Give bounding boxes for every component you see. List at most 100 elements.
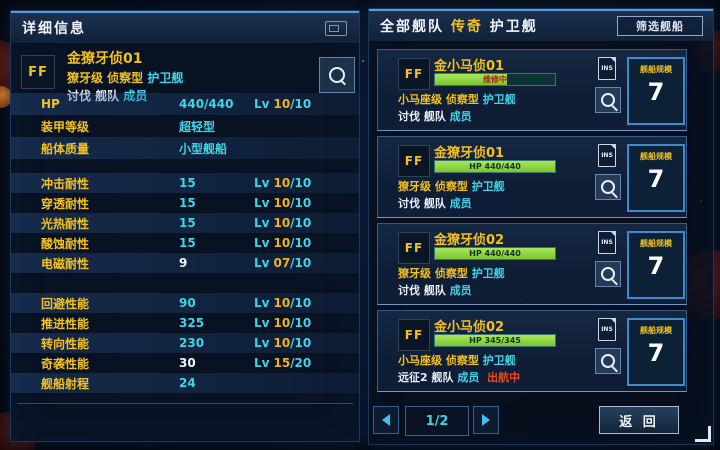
detail-panel-title: 详细信息 — [22, 21, 86, 37]
hp-bar-text: 维修中 — [483, 75, 507, 84]
ship-scale-box: 舰船规模 7 — [627, 144, 685, 212]
inspect-ship-button[interactable] — [595, 261, 621, 287]
chevron-right-icon — [482, 414, 490, 426]
ins-doc-icon[interactable]: INS — [598, 144, 616, 167]
search-icon — [601, 267, 615, 281]
stat-row-ambush: 奇袭性能 30 Lv 15/20 — [41, 356, 312, 371]
ship-scale-value: 7 — [647, 339, 665, 367]
stat-row-em: 电磁耐性 9 Lv 07/10 — [11, 253, 359, 273]
ship-fleet-line: 讨伐 舰队 成员 — [67, 87, 147, 104]
ship-name: 金小马侦02 — [434, 320, 505, 335]
ship-status: 出航中 — [487, 371, 521, 384]
ship-scale-label: 舰船规模 — [640, 326, 672, 335]
fleet-panel-title: 全部舰队 传奇 护卫舰 — [369, 16, 538, 36]
fleet-panel-header: 全部舰队 传奇 护卫舰 筛选舰船 — [369, 9, 713, 41]
ins-doc-icon[interactable]: INS — [598, 318, 616, 341]
fleet-member-text: 成员 — [123, 89, 147, 103]
ship-card[interactable]: FF 金獠牙侦01 HP 440/440 獠牙级 侦察型 护卫舰 讨伐 舰队 成… — [377, 136, 687, 218]
stat-group-resistance: 冲击耐性 15 Lv 10/10 穿透耐性 15 Lv 10/10 光热耐性 15 … — [11, 173, 359, 273]
ship-card[interactable]: FF 金小马侦01 维修中 小马座级 侦察型 护卫舰 讨伐 舰队 成员 INS … — [377, 49, 687, 131]
ins-doc-icon[interactable]: INS — [598, 231, 616, 254]
ship-scale-box: 舰船规模 7 — [627, 231, 685, 299]
stat-row-armor: 装甲等级 超轻型 — [41, 119, 216, 134]
hp-bar: HP 440/440 — [434, 160, 556, 173]
ship-scale-label: 舰船规模 — [640, 239, 672, 248]
stat-row-propulsion: 推进性能 325 Lv 10/10 — [41, 316, 312, 331]
title-ship-type: 护卫舰 — [489, 19, 538, 35]
hp-bar-fill — [435, 248, 555, 259]
title-legend: 传奇 — [450, 19, 483, 35]
stat-row-hp: HP 440/440 Lv 10/10 — [11, 93, 359, 115]
stat-group-performance: 回避性能 90 Lv 10/10 推进性能 325 Lv 10/10 转向性能 23… — [11, 293, 359, 393]
ship-scale-label: 舰船规模 — [640, 152, 672, 161]
ship-name: 金獠牙侦01 — [67, 51, 143, 67]
stat-row-evasion: 回避性能 90 Lv 10/10 — [11, 293, 359, 313]
stat-row-range: 舰船射程 24 — [11, 373, 359, 393]
search-icon — [601, 93, 615, 107]
ship-class-line: 獠牙级 侦察型 护卫舰 — [67, 69, 183, 86]
card-icon[interactable] — [325, 21, 347, 36]
ship-type-text: 护卫舰 — [147, 71, 184, 85]
stat-row-impact: 冲击耐性 15 Lv 10/10 — [11, 173, 359, 193]
stat-row-steering: 转向性能 230 Lv 10/10 — [11, 333, 359, 353]
ship-scale-box: 舰船规模 7 — [627, 318, 685, 386]
fleet-list-panel: 全部舰队 传奇 护卫舰 筛选舰船 FF 金小马侦01 维修中 小马座级 侦察型 … — [368, 8, 714, 445]
ship-scale-label: 舰船规模 — [640, 65, 672, 74]
ship-class-badge: FF — [398, 58, 430, 90]
hp-bar-text: HP 440/440 — [469, 162, 521, 171]
hp-bar: 维修中 — [434, 73, 556, 86]
ship-class-badge: FF — [398, 232, 430, 264]
inspect-ship-button[interactable] — [595, 174, 621, 200]
back-button[interactable]: 返 回 — [599, 406, 679, 434]
stat-row-acid: 酸蚀耐性 15 Lv 10/10 — [41, 236, 312, 251]
ship-class-line: 獠牙级 侦察型 护卫舰 — [398, 180, 505, 193]
hp-bar-fill — [435, 74, 507, 85]
ship-fleet-line: 远征2 舰队 成员 出航中 — [398, 371, 521, 384]
stat-row-hull-mass: 船体质量 小型舰船 — [11, 137, 359, 159]
inspect-ship-button[interactable] — [319, 57, 355, 93]
panel-divider — [17, 403, 353, 404]
hp-bar: HP 440/440 — [434, 247, 556, 260]
ship-class-line: 小马座级 侦察型 护卫舰 — [398, 93, 516, 106]
ship-card[interactable]: FF 金小马侦02 HP 345/345 小马座级 侦察型 护卫舰 远征2 舰队… — [377, 310, 687, 392]
ship-detail-panel: 详细信息 FF 金獠牙侦01 獠牙级 侦察型 护卫舰 讨伐 舰队 成员 HP 4… — [10, 10, 360, 442]
next-page-button[interactable] — [473, 406, 499, 434]
ship-scale-value: 7 — [647, 252, 665, 280]
ship-fleet-line: 讨伐 舰队 成员 — [398, 197, 472, 210]
panel-corner-accent — [695, 426, 711, 442]
stat-row-penetration: 穿透耐性 15 Lv 10/10 — [41, 196, 312, 211]
hp-bar-fill — [435, 335, 555, 346]
ship-name: 金小马侦01 — [434, 59, 505, 74]
inspect-ship-button[interactable] — [595, 87, 621, 113]
chevron-left-icon — [382, 414, 390, 426]
hp-bar-text: HP 345/345 — [469, 336, 521, 345]
ship-scale-value: 7 — [647, 165, 665, 193]
ship-fleet-line: 讨伐 舰队 成员 — [398, 110, 472, 123]
ship-class-text: 獠牙级 侦察型 — [67, 71, 144, 85]
ship-class-badge-label: FF — [28, 64, 48, 80]
hp-bar-text: HP 440/440 — [469, 249, 521, 258]
ship-scale-box: 舰船规模 7 — [627, 57, 685, 125]
title-all-fleets: 全部舰队 — [380, 19, 444, 35]
ship-name: 金獠牙侦01 — [434, 146, 505, 161]
stat-group-basic: HP 440/440 Lv 10/10 装甲等级 超轻型 船体质量 小型舰船 — [11, 93, 359, 159]
ship-class-line: 獠牙级 侦察型 护卫舰 — [398, 267, 505, 280]
search-icon — [601, 180, 615, 194]
fleet-name-text: 讨伐 舰队 — [67, 89, 119, 103]
prev-page-button[interactable] — [373, 406, 399, 434]
detail-panel-header: 详细信息 — [11, 11, 359, 43]
stat-row-thermal: 光热耐性 15 Lv 10/10 — [11, 213, 359, 233]
ship-scale-value: 7 — [647, 78, 665, 106]
ins-doc-icon[interactable]: INS — [598, 57, 616, 80]
hp-bar: HP 345/345 — [434, 334, 556, 347]
ship-class-badge: FF — [398, 319, 430, 351]
inspect-ship-button[interactable] — [595, 348, 621, 374]
page-indicator: 1/2 — [405, 406, 469, 436]
ship-class-line: 小马座级 侦察型 护卫舰 — [398, 354, 516, 367]
ship-class-badge: FF — [398, 145, 430, 177]
search-icon — [329, 67, 345, 83]
ship-card[interactable]: FF 金獠牙侦02 HP 440/440 獠牙级 侦察型 护卫舰 讨伐 舰队 成… — [377, 223, 687, 305]
hp-bar-fill — [435, 161, 555, 172]
filter-ships-button[interactable]: 筛选舰船 — [617, 16, 703, 36]
